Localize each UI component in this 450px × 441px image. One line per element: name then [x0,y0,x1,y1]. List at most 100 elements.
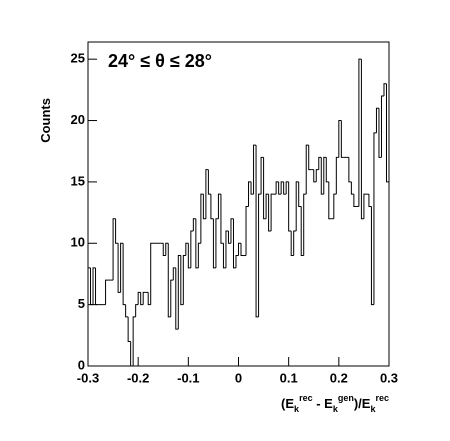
histogram-bin [172,267,176,281]
histogram-bin [325,157,329,183]
histogram-bin [265,193,269,219]
histogram-bin [285,181,289,195]
histogram-bin [308,145,312,171]
histogram-bin [135,304,139,317]
histogram-bin [92,267,96,305]
histogram-bin [350,181,354,195]
histogram-bin [255,145,259,318]
histogram-bin [162,243,166,257]
histogram-bin [105,279,109,305]
histogram-bin [283,181,287,195]
histogram-bin [95,267,99,306]
histogram-bin [167,243,171,318]
y-tick-label: 5 [78,296,85,311]
histogram-bin [122,243,126,306]
histogram-bin [215,218,219,268]
histogram-bin [192,218,196,231]
histogram-bin [238,242,242,256]
histogram-bin [380,95,384,158]
histogram-bin [87,267,91,366]
histogram-bin [207,169,211,195]
histogram-bin [305,144,309,195]
histogram-bin [120,242,124,293]
histogram-bin [177,255,181,330]
y-axis-label: Counts [38,98,53,143]
histogram-bin [130,341,134,367]
histogram-bin [378,108,382,158]
histogram-bin [290,231,294,257]
x-tick-label: -0.3 [77,370,99,385]
histogram-bin [303,193,307,256]
histogram-bin [220,194,224,244]
y-tick-label: 20 [71,112,85,127]
histogram-bin [340,120,344,158]
histogram-bin [370,206,374,306]
y-tick-label: 10 [71,235,85,250]
x-tick-label: 0.3 [380,370,398,385]
histogram-bin [293,230,297,256]
histogram-bin [127,316,131,342]
histogram-bin [263,157,267,220]
histogram-bin [235,255,239,268]
histogram-bin [315,169,319,182]
histogram-bin [338,120,342,158]
x-tick-label: 0.1 [280,370,298,385]
histogram-bin [240,243,244,257]
histogram-bin [230,218,234,244]
x-tick-label: 0.2 [330,370,348,385]
histogram-bin [190,230,194,268]
histogram-bin [275,181,279,195]
y-tick-label: 25 [71,51,85,66]
histogram-bin [333,193,337,219]
histogram-bin [360,59,364,220]
histogram-bin [175,267,179,330]
histogram-bin [200,193,204,244]
histogram-bin [185,242,189,256]
histogram-bin [212,218,216,269]
histogram-bin [280,181,284,195]
histogram-bin [142,291,146,305]
histogram-bin [180,255,184,306]
histogram-bin [323,156,327,195]
histogram-bin [125,304,129,318]
histogram-bin [318,156,322,170]
histogram-bin [182,255,186,305]
histogram-bin [260,156,264,195]
histogram-bin [222,243,226,269]
histogram-bin [295,181,299,231]
x-tick-label: 0 [235,370,242,385]
chart-title: 24° ≤ θ ≤ 28° [108,51,212,71]
histogram-bin [268,194,272,232]
histogram-bin [300,206,304,257]
histogram-bin [117,243,121,293]
histogram-bin [140,292,144,306]
histogram-bin [368,194,372,207]
histogram-bin [313,169,317,183]
histogram-bin [353,194,357,207]
histogram-bin [115,218,119,244]
histogram-bin [375,107,379,133]
histogram-bin [298,181,302,207]
histogram-bin [187,243,191,269]
histogram-bin [363,193,367,219]
histogram-bin [250,181,254,195]
y-tick-label: 15 [71,173,85,188]
histogram-bin [147,292,151,306]
histogram-bin [288,181,292,232]
histogram-bin [112,218,116,281]
histogram-bin [225,230,229,268]
histogram-bin [170,279,174,317]
histogram-bin [348,157,352,183]
x-axis-label: (Ek​rec​ - Ek​gen​)/Ek​rec​ [281,393,389,414]
histogram-bin [248,181,252,207]
histogram-bin [150,242,154,305]
histogram-bin [258,193,262,317]
histogram-bin [90,267,94,306]
histogram-bin [195,218,199,269]
histogram-bin [335,156,339,195]
histogram-bin [385,83,390,366]
y-tick-label: 0 [78,357,85,372]
histogram-bin [320,157,324,195]
histogram-bin [210,194,214,220]
